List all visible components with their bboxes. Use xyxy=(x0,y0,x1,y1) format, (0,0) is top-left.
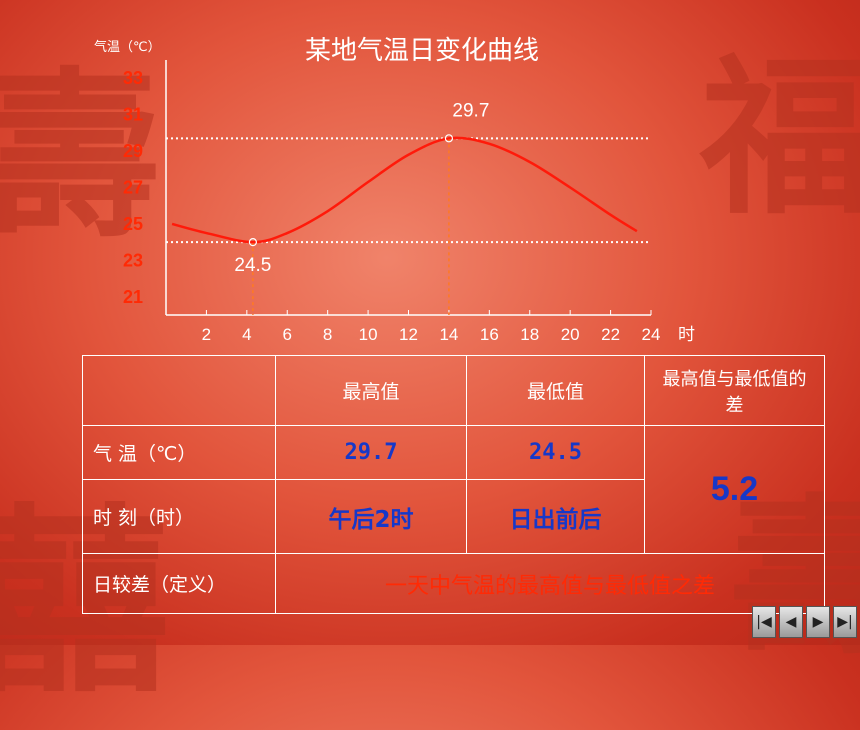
table-row-time: 时 刻（时） 午后2时 日出前后 xyxy=(82,479,825,554)
x-tick-label: 12 xyxy=(399,325,418,344)
annotation-point xyxy=(248,238,257,247)
max-temperature-time: 午后2时 xyxy=(275,479,467,554)
temperature-summary-table: 最高值 最低值 最高值与最低值的差 气 温（℃） 29.7 24.5 5.2 时… xyxy=(82,355,825,614)
annotation-label: 24.5 xyxy=(234,255,271,276)
table-header-min: 最低值 xyxy=(466,355,645,426)
table-header-max: 最高值 xyxy=(275,355,467,426)
first-slide-button[interactable]: |◀ xyxy=(752,606,776,638)
x-tick-label: 8 xyxy=(323,325,332,344)
daily-range-definition: 一天中气温的最高值与最低值之差 xyxy=(275,553,825,614)
first-slide-icon: |◀ xyxy=(756,614,772,630)
row-label-daily-range: 日较差（定义） xyxy=(82,553,276,614)
min-temperature-time: 日出前后 xyxy=(466,479,645,554)
x-tick-label: 10 xyxy=(359,325,378,344)
table-header-row: 最高值 最低值 最高值与最低值的差 xyxy=(82,355,825,426)
x-tick-label: 6 xyxy=(283,325,292,344)
x-tick-label: 2 xyxy=(202,325,211,344)
y-tick-label: 25 xyxy=(123,214,143,234)
table-header-diff: 最高值与最低值的差 xyxy=(644,355,825,426)
temperature-series-line xyxy=(171,136,638,244)
x-tick-label: 22 xyxy=(601,325,620,344)
x-tick-label: 18 xyxy=(520,325,539,344)
next-slide-button[interactable]: ▶ xyxy=(806,606,830,638)
table-row-temperature: 气 温（℃） 29.7 24.5 5.2 xyxy=(82,425,825,554)
y-tick-label: 21 xyxy=(123,287,143,307)
table-row-definition: 日较差（定义） 一天中气温的最高值与最低值之差 xyxy=(82,553,825,614)
max-temperature-value: 29.7 xyxy=(275,425,467,480)
min-temperature-value: 24.5 xyxy=(466,425,645,480)
y-tick-label: 27 xyxy=(123,178,143,198)
row-label-temperature: 气 温（℃） xyxy=(82,425,276,480)
x-tick-label: 24 xyxy=(642,325,661,344)
prev-slide-button[interactable]: ◀ xyxy=(779,606,803,638)
y-tick-label: 29 xyxy=(123,141,143,161)
last-slide-icon: ▶| xyxy=(837,614,853,630)
y-axis-unit-label: 气温（℃） xyxy=(94,40,161,55)
x-tick-label: 16 xyxy=(480,325,499,344)
row-label-time: 时 刻（时） xyxy=(82,479,276,554)
decorative-seal-right-top: 福 xyxy=(700,38,860,238)
last-slide-button[interactable]: ▶| xyxy=(833,606,857,638)
annotation-point xyxy=(444,134,454,143)
x-tick-label: 20 xyxy=(561,325,580,344)
x-axis-label: 时 xyxy=(678,325,695,345)
y-tick-label: 23 xyxy=(123,250,143,270)
y-tick-label: 33 xyxy=(123,68,143,88)
y-tick-label: 31 xyxy=(123,105,143,125)
decorative-seal-left-top: 壽 xyxy=(0,51,161,262)
table-header-empty xyxy=(82,355,276,426)
x-tick-label: 14 xyxy=(439,325,458,344)
x-tick-label: 4 xyxy=(242,325,251,344)
annotation-label: 29.7 xyxy=(452,100,489,121)
prev-slide-icon: ◀ xyxy=(785,614,797,630)
chart-title: 某地气温日变化曲线 xyxy=(305,36,540,66)
next-slide-icon: ▶ xyxy=(812,614,824,630)
temperature-difference-value: 5.2 xyxy=(644,425,825,554)
